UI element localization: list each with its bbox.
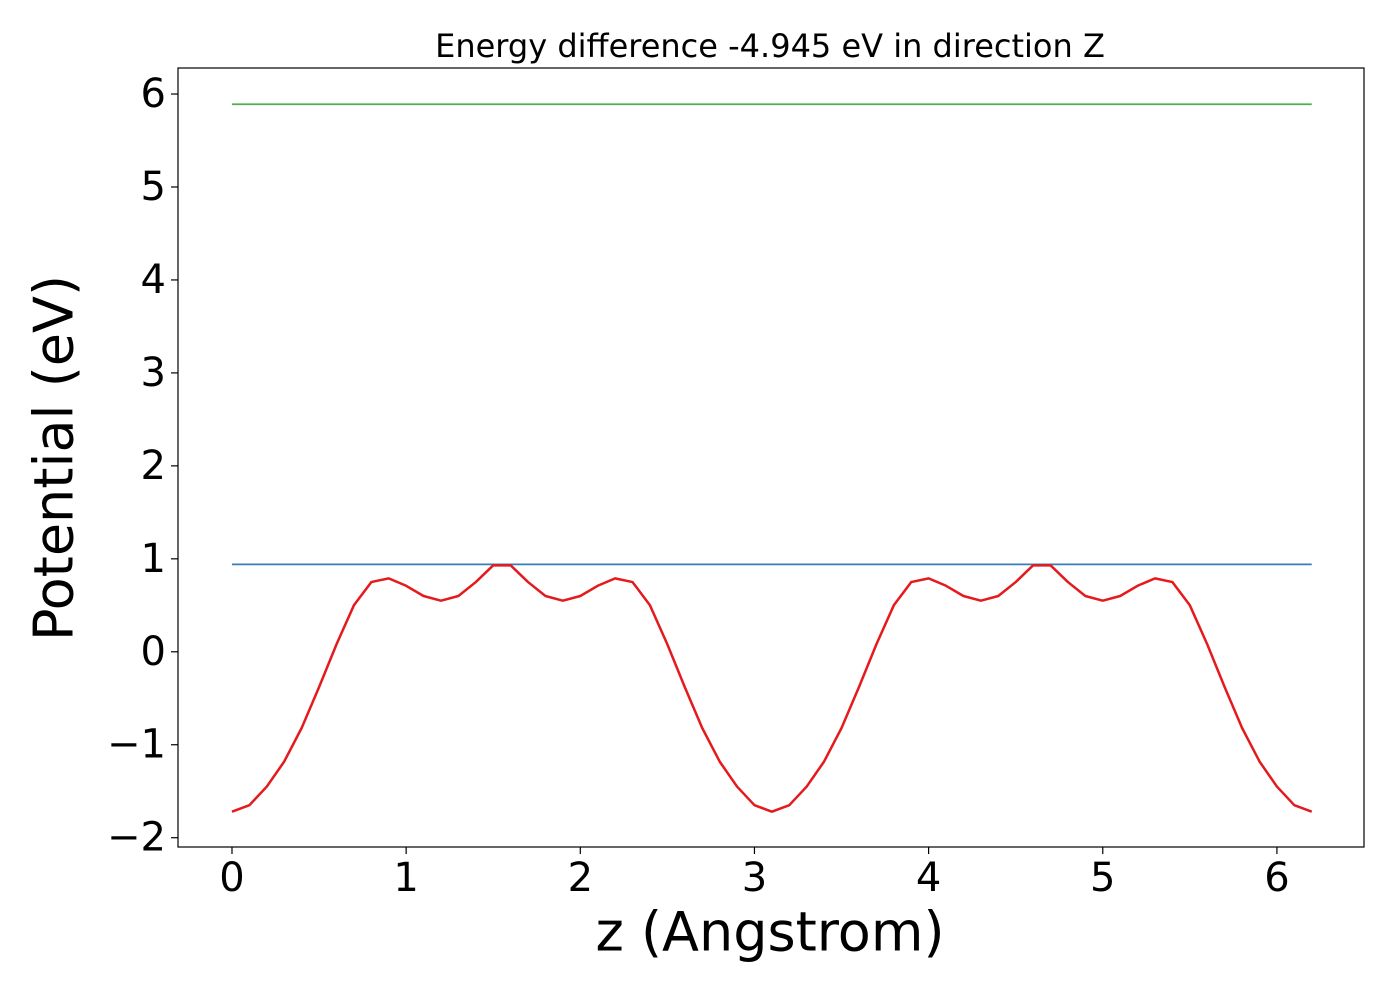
y-tick-label: 3 (141, 350, 166, 396)
y-tick-label: 6 (141, 71, 166, 117)
x-axis-label: z (Angstrom) (595, 901, 944, 964)
plot-frame (177, 67, 1365, 848)
x-tick-label: 3 (742, 855, 767, 901)
y-tick-label: 5 (141, 164, 166, 210)
y-tick-label: −1 (107, 722, 166, 768)
x-tick-label: 1 (393, 855, 418, 901)
y-tick-label: 1 (141, 536, 166, 582)
y-tick-label: −2 (107, 815, 166, 861)
x-tick-label: 4 (916, 855, 941, 901)
line-series (231, 564, 1313, 813)
x-tick-label: 6 (1264, 855, 1289, 901)
y-axis-label: Potential (eV) (23, 275, 86, 641)
y-tick-label: 2 (141, 443, 166, 489)
y-tick-label: 4 (141, 257, 166, 303)
x-tick-label: 2 (568, 855, 593, 901)
x-tick-label: 5 (1090, 855, 1115, 901)
chart-title: Energy difference -4.945 eV in direction… (435, 27, 1105, 65)
y-tick-label: 0 (141, 629, 166, 675)
x-tick-label: 0 (219, 855, 244, 901)
